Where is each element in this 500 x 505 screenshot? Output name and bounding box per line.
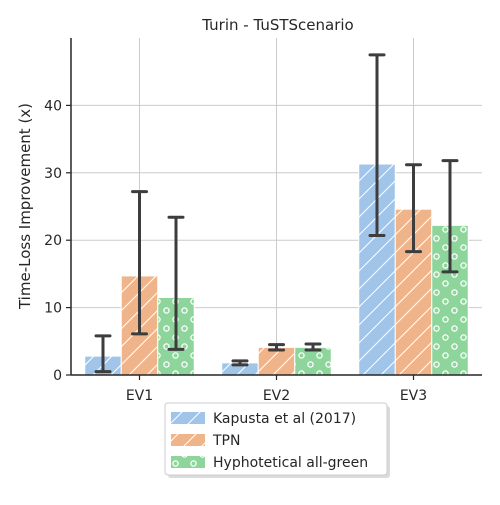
y-tick-label: 10: [44, 301, 62, 317]
x-tick-label: EV2: [263, 388, 290, 404]
chart-title: Turin - TuSTScenario: [201, 16, 353, 34]
y-tick-label: 40: [44, 98, 62, 114]
legend-label: TPN: [212, 433, 240, 449]
error-bar-ev2-series-2: [304, 342, 322, 352]
legend-label: Hyphotetical all-green: [213, 455, 368, 471]
error-bar-ev1-series-1: [131, 190, 148, 336]
error-bar-ev2-series-1: [268, 343, 285, 352]
legend-swatch: [171, 434, 205, 446]
y-tick-label: 30: [44, 166, 62, 182]
error-bar-ev3-series-2: [441, 159, 459, 274]
legend-label: Kapusta et al (2017): [213, 411, 356, 427]
y-tick-label: 20: [44, 233, 62, 249]
legend-item: TPN: [171, 433, 240, 449]
y-tick-label: 0: [53, 368, 62, 384]
error-bar-ev2-series-0: [231, 359, 249, 367]
legend-item: Kapusta et al (2017): [171, 411, 356, 427]
error-bar-ev3-series-0: [368, 53, 386, 237]
x-tick-label: EV3: [400, 388, 427, 404]
x-tick-label: EV1: [126, 388, 153, 404]
axes: 0 10 20 30 40 EV1 EV2 EV3: [44, 38, 482, 404]
error-bar-ev1-series-2: [167, 215, 185, 351]
legend-swatch: [171, 412, 205, 424]
y-axis-label: Time-Loss Improvement (x): [16, 103, 34, 310]
error-bar-ev1-series-0: [94, 334, 112, 374]
error-bar-ev3-series-1: [405, 163, 422, 254]
legend-item: Hyphotetical all-green: [171, 455, 368, 471]
error-bars: [94, 53, 459, 374]
legend-swatch: [171, 456, 205, 468]
bar-ev2-series-2: [294, 346, 332, 376]
legend: Kapusta et al (2017) TPN Hyphotetical all-…: [164, 402, 390, 478]
legend-frame: [164, 402, 388, 476]
